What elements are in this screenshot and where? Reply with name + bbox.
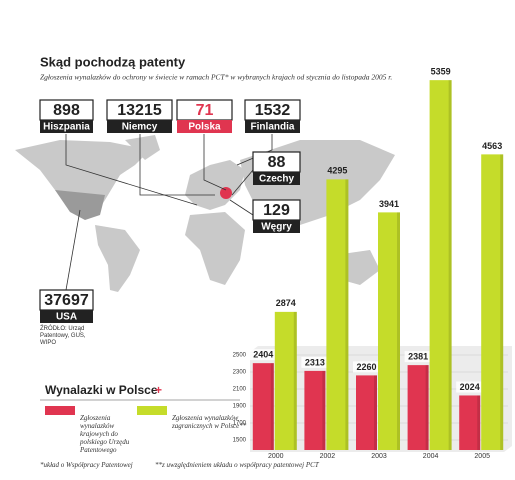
bar xyxy=(252,363,274,450)
value-label-bg xyxy=(301,356,328,368)
value-label-bg xyxy=(456,381,483,393)
legend-swatch xyxy=(45,406,75,415)
bar xyxy=(459,395,481,450)
value-label: 2260 xyxy=(356,362,376,372)
callout-value: 37697 xyxy=(44,292,89,309)
y-tick-label: 1700 xyxy=(233,421,247,427)
source: ŹRÓDŁO: Urząd Patentowy, GUS, WIPO xyxy=(40,326,86,346)
chart-subtitle: Zgłoszenia wynalazków do ochrony w świec… xyxy=(40,73,392,82)
x-tick-label: 2000 xyxy=(268,453,284,460)
africa xyxy=(185,212,245,285)
bar-side xyxy=(345,179,349,450)
callout-value: 13215 xyxy=(117,102,162,119)
chart-title: Skąd pochodzą patenty xyxy=(40,54,186,69)
bar xyxy=(407,365,429,450)
connector xyxy=(236,134,273,166)
bar-side xyxy=(448,80,452,450)
callout-label-box xyxy=(245,120,300,133)
callout-label: Hiszpania xyxy=(43,122,90,133)
value-label: 2874 xyxy=(276,298,296,308)
footnote: **z uwzględnieniem układu o współpracy p… xyxy=(155,461,319,469)
value-label-bg xyxy=(249,349,276,361)
bar xyxy=(326,179,349,450)
callout-value: 88 xyxy=(268,154,286,171)
connector xyxy=(139,134,215,196)
value-label-bg xyxy=(404,351,431,363)
value-label: 3941 xyxy=(379,199,399,209)
x-tick-label: 2002 xyxy=(320,453,336,460)
connectors xyxy=(65,134,273,291)
x-tick-label: 2003 xyxy=(371,453,387,460)
callout-label-box xyxy=(40,120,93,133)
legend-label: Zgłoszenia wynalazków krajowych do polsk… xyxy=(80,414,130,454)
legend-label: Zgłoszenia wynalazków zagranicznych w Po… xyxy=(172,414,247,430)
callout-label-box xyxy=(177,120,232,133)
bar xyxy=(274,311,297,450)
callout-label-box xyxy=(107,120,172,133)
callout-label: Niemcy xyxy=(122,122,158,133)
value-label: 5359 xyxy=(431,67,451,77)
bar xyxy=(304,370,326,450)
value-label: 4563 xyxy=(482,141,502,151)
usa xyxy=(55,190,105,220)
connector xyxy=(231,169,254,196)
bar-side xyxy=(425,365,429,450)
bar-side xyxy=(293,311,297,450)
x-tick-label: 2005 xyxy=(474,453,490,460)
greenland xyxy=(125,135,160,160)
legend-icon: + xyxy=(155,383,162,397)
callout-label-box xyxy=(253,172,300,185)
value-label-bg xyxy=(353,361,379,373)
callout-value: 129 xyxy=(263,202,290,219)
north-america xyxy=(15,140,150,215)
callout-label: Węgry xyxy=(261,222,292,233)
callout-value: 1532 xyxy=(255,102,291,119)
y-tick-label: 2100 xyxy=(233,387,247,393)
connector xyxy=(65,134,198,206)
bar-side xyxy=(477,395,481,450)
bar-side xyxy=(270,363,274,450)
bar xyxy=(481,154,504,450)
callout-label-box xyxy=(253,220,300,233)
callout-label: Czechy xyxy=(259,174,294,185)
y-tick-label: 1900 xyxy=(233,404,247,410)
callout-label: Finlandia xyxy=(251,122,295,133)
callout-label-box xyxy=(40,310,93,323)
value-label: 2313 xyxy=(305,357,325,367)
legend-title: Wynalazki w Polsce xyxy=(45,383,158,397)
bar xyxy=(356,375,377,450)
bar-side xyxy=(500,154,504,450)
callout-label: Polska xyxy=(188,122,221,133)
connector xyxy=(203,134,227,191)
bar-side xyxy=(397,212,400,450)
bar xyxy=(429,80,452,450)
callout-label: USA xyxy=(56,312,77,323)
legend-swatch xyxy=(137,406,167,415)
value-label: 4295 xyxy=(327,166,347,176)
x-tick-label: 2004 xyxy=(423,453,439,460)
value-label: 2404 xyxy=(253,350,273,360)
value-label: 2024 xyxy=(460,382,480,392)
poland-marker xyxy=(220,187,232,199)
footnote: *układ o Współpracy Patentowej xyxy=(40,461,133,469)
bar-side xyxy=(322,370,326,450)
y-tick-label: 2500 xyxy=(233,353,247,359)
bar xyxy=(378,212,400,450)
y-tick-label: 1500 xyxy=(233,438,247,444)
callout-value: 898 xyxy=(53,102,80,119)
connector xyxy=(229,199,254,216)
south-america xyxy=(95,225,140,292)
y-tick-label: 2300 xyxy=(233,370,247,376)
callout-value: 71 xyxy=(196,102,214,119)
connector xyxy=(65,209,81,291)
value-label: 2381 xyxy=(408,351,428,361)
bar-side xyxy=(374,375,377,450)
